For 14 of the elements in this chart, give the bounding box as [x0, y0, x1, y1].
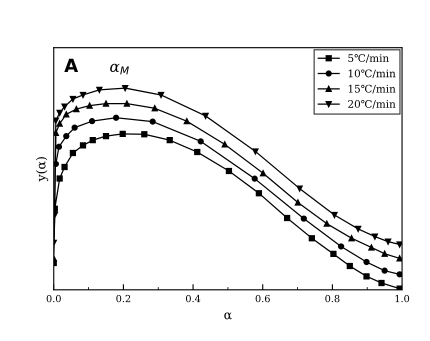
text: α$_{M}$	[110, 64, 129, 74]
x-tick-label: 0.6	[256, 294, 270, 302]
x-tick-label: 0.2	[116, 294, 130, 302]
x-tick-label: 0.0	[46, 294, 61, 302]
legend-label: 20℃/min	[348, 100, 396, 109]
legend-label: 5℃/min	[348, 54, 389, 63]
legend-label: 10℃/min	[348, 69, 396, 78]
legend-label: 15℃/min	[348, 84, 396, 94]
x-tick-label: 0.4	[186, 294, 200, 302]
x-axis-title: α	[224, 312, 232, 320]
text: A	[64, 58, 78, 72]
x-tick-label: 0.8	[325, 294, 340, 302]
x-tick-label: 1.0	[396, 294, 410, 302]
y-axis-title: y(α)	[36, 157, 48, 182]
